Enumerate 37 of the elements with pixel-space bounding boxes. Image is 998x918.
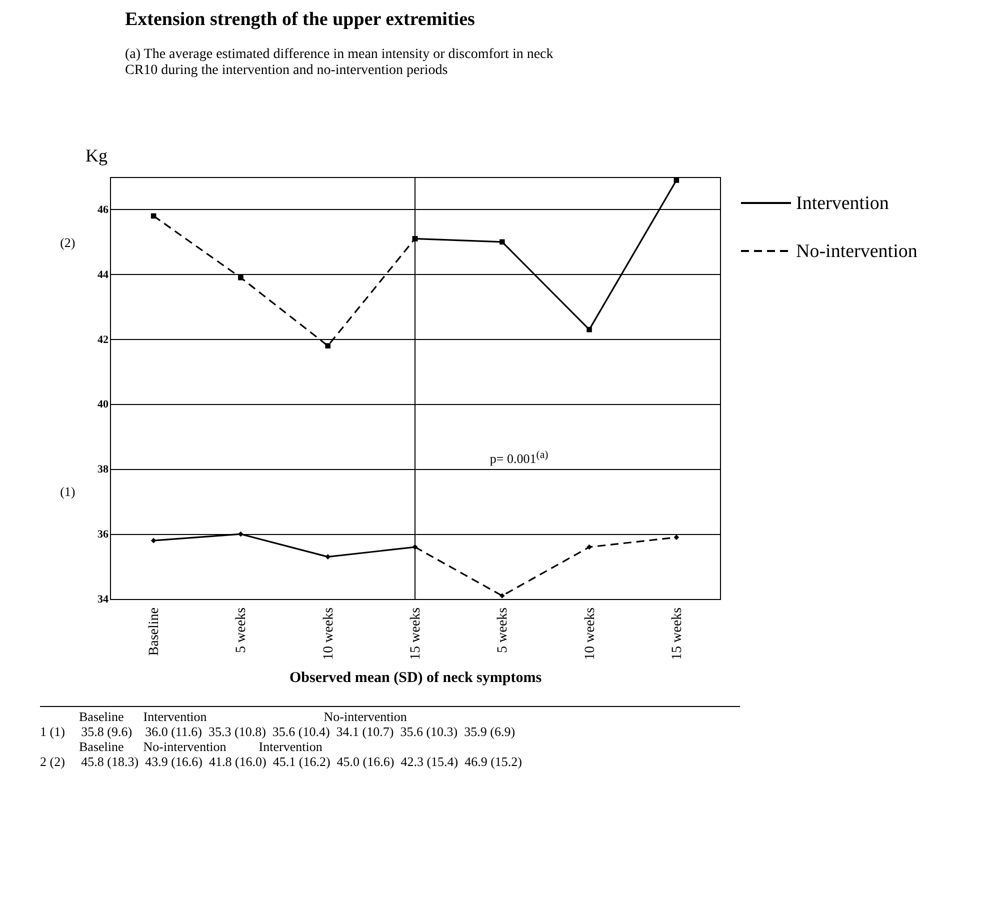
legend-label: Intervention bbox=[796, 193, 890, 214]
text: 1 (1) 35.8 (9.6) 36.0 (11.6) 35.3 (10.8) 35.6 (10.4) 34.1 (10.7) 35.6 (10.3) 35.9 (6.9) bbox=[40, 724, 516, 739]
x-tick-label: 10 weeks bbox=[582, 608, 598, 660]
y-tick-label: 44 bbox=[98, 268, 109, 281]
legend-label: No-intervention bbox=[796, 241, 918, 262]
y-tick-label: 36 bbox=[98, 528, 109, 541]
y-tick-label: 40 bbox=[98, 398, 109, 411]
text: Baseline No-intervention Intervention bbox=[78, 739, 324, 754]
y-tick-label: 34 bbox=[98, 594, 109, 606]
point bbox=[499, 593, 505, 598]
y-tick-label: 38 bbox=[98, 464, 109, 476]
x-tick-label: 10 weeks bbox=[321, 608, 336, 660]
point bbox=[674, 178, 680, 183]
text: (2) bbox=[59, 234, 76, 251]
x-axis-title: Observed mean (SD) of neck symptoms bbox=[289, 670, 542, 686]
chart-title: Extension strength of the upper extremities bbox=[125, 9, 475, 30]
text: (1) bbox=[59, 484, 76, 500]
y-tick-label: 42 bbox=[98, 334, 109, 346]
x-tick-label: 5 weeks bbox=[496, 608, 511, 653]
point bbox=[150, 538, 156, 544]
point bbox=[499, 239, 505, 245]
x-tick-label: Baseline bbox=[147, 608, 162, 656]
y-tick-label: 46 bbox=[98, 204, 109, 216]
chart-subtitle: (a) The average estimated difference in mean intensity or discomfort in neck CR10 during the intervention and no-intervention periods bbox=[125, 47, 554, 78]
y-axis-title: Kg bbox=[86, 146, 108, 166]
point bbox=[325, 554, 331, 560]
text: 2 (2) 45.8 (18.3) 43.9 (16.6) 41.8 (16.0) 45.1 (16.2) 45.0 (16.6) 42.3 (15.4) 46.9 (15.2) bbox=[40, 754, 524, 769]
x-tick-label: 15 weeks bbox=[408, 608, 424, 660]
annotation: p= 0.001$^{(a)}$ bbox=[488, 449, 550, 468]
point bbox=[238, 531, 244, 537]
point bbox=[325, 343, 331, 348]
x-tick-label: 5 weeks bbox=[234, 608, 250, 653]
x-tick-label: 15 weeks bbox=[670, 608, 685, 660]
point bbox=[238, 274, 244, 280]
text: Baseline Intervention No-intervention bbox=[78, 709, 408, 724]
point bbox=[586, 326, 592, 332]
point bbox=[674, 534, 680, 540]
